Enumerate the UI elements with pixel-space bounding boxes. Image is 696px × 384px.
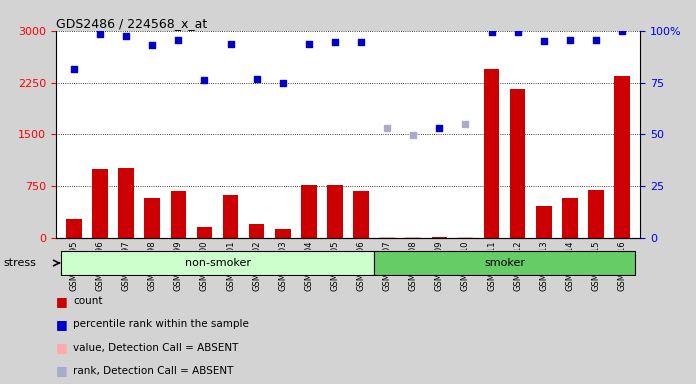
Text: count: count	[73, 296, 102, 306]
Text: stress: stress	[3, 258, 36, 268]
Point	[460, 121, 471, 127]
Text: percentile rank within the sample: percentile rank within the sample	[73, 319, 249, 329]
Bar	[327, 185, 342, 238]
Text: non-smoker: non-smoker	[184, 258, 251, 268]
Bar	[615, 76, 630, 238]
Bar	[197, 227, 212, 238]
Text: rank, Detection Call = ABSENT: rank, Detection Call = ABSENT	[73, 366, 233, 376]
Point	[434, 125, 445, 131]
Point	[564, 36, 576, 43]
Bar	[118, 168, 134, 238]
Bar	[536, 206, 552, 238]
Bar	[458, 237, 473, 238]
Bar	[275, 229, 291, 238]
Bar	[562, 198, 578, 238]
Bar	[405, 237, 421, 238]
Bar	[145, 198, 160, 238]
Text: ■: ■	[56, 318, 68, 331]
Text: ■: ■	[56, 364, 68, 377]
Text: ■: ■	[56, 341, 68, 354]
Point	[538, 38, 549, 44]
Point	[329, 39, 340, 45]
Bar	[92, 169, 108, 238]
Bar	[171, 191, 187, 238]
Point	[277, 79, 288, 86]
Point	[486, 29, 497, 35]
Bar	[588, 190, 604, 238]
Bar	[432, 237, 447, 238]
Point	[617, 28, 628, 35]
Point	[95, 31, 106, 37]
Text: value, Detection Call = ABSENT: value, Detection Call = ABSENT	[73, 343, 239, 353]
Point	[147, 41, 158, 48]
Bar	[223, 195, 238, 238]
Bar	[374, 251, 635, 275]
Bar	[249, 224, 264, 238]
Point	[408, 132, 419, 138]
Point	[590, 37, 601, 43]
Point	[68, 66, 79, 72]
Point	[381, 125, 393, 131]
Point	[120, 33, 132, 39]
Bar	[509, 89, 525, 238]
Bar	[66, 219, 82, 238]
Bar	[301, 185, 317, 238]
Bar	[353, 191, 369, 238]
Text: GDS2486 / 224568_x_at: GDS2486 / 224568_x_at	[56, 17, 207, 30]
Bar	[484, 69, 500, 238]
Bar	[379, 237, 395, 238]
Text: ■: ■	[56, 295, 68, 308]
Text: smoker: smoker	[484, 258, 525, 268]
Point	[173, 36, 184, 43]
Point	[251, 76, 262, 82]
Point	[225, 41, 236, 47]
Point	[356, 39, 367, 45]
Point	[199, 77, 210, 83]
Bar	[61, 251, 374, 275]
Point	[303, 41, 315, 47]
Point	[512, 29, 523, 35]
